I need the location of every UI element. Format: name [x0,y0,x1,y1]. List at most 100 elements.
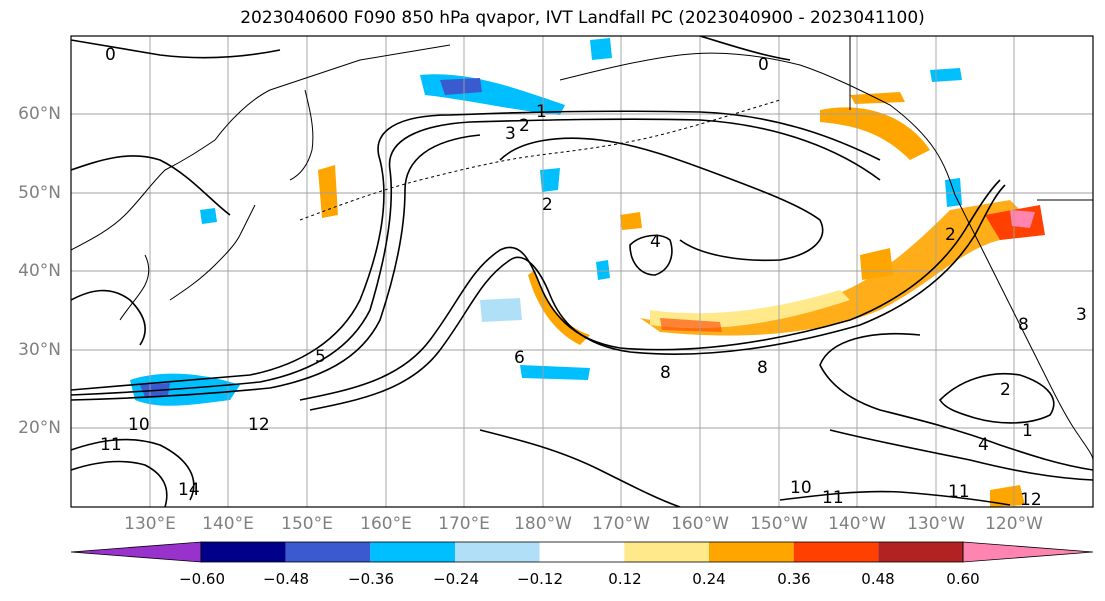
lon-label: 140°E [202,514,254,534]
shade-orange-mid [620,212,642,230]
colorbar-tick-label: 0.60 [946,570,980,588]
shade-pink-coast [1010,210,1035,228]
shade-orange-se [990,485,1025,507]
contour-line [938,372,1055,424]
colorbar-extend-min [70,541,202,563]
colorbar-tick-label: −0.48 [263,570,309,588]
contour-line [71,118,881,396]
lon-label: 130°W [907,514,965,534]
lat-label: 40°N [18,261,61,281]
contour-line [71,110,881,391]
coast-na-west [954,194,1093,461]
colorbar-bin [793,542,879,562]
contour-label: 0 [105,45,116,65]
contour-label: 8 [757,358,768,378]
lat-label: 20°N [18,418,61,438]
lon-label: 160°E [360,514,412,534]
coast-alaska [559,52,956,196]
map-border [70,35,1094,508]
lon-label: 170°E [438,514,490,534]
colorbar-tick-label: 0.48 [861,570,895,588]
contour-label: 8 [660,363,671,383]
lon-label: 140°W [828,514,886,534]
map-title: 2023040600 F090 850 hPa qvapor, IVT Land… [240,8,925,28]
shade-blue-subtrop [520,365,590,380]
coastlines [71,36,1093,461]
contour-label: 3 [1076,305,1087,325]
colorbar-tick-label: 0.24 [692,570,726,588]
qvapor-shading [130,38,1045,507]
contour-label: 11 [948,482,970,502]
contour-line [71,460,168,507]
shade-orange-front [528,270,590,345]
colorbar-tick-label: −0.36 [348,570,394,588]
contour-line [309,184,1006,411]
contour-line [499,137,824,262]
coast-aleutians [299,99,781,221]
lon-label: 180°W [514,514,572,534]
contour-line [71,438,195,501]
colorbar-outline [200,541,964,563]
contour-label: 2 [519,116,530,136]
shade-royal-bering [440,78,482,95]
coast-kamchatka [289,89,314,181]
graticule [71,36,1093,507]
lon-label: 150°E [281,514,333,534]
contour-label: 4 [978,435,989,455]
contour-labels: 0 0 1 2 3 2 2 4 5 6 8 8 10 11 12 14 10 1… [100,45,1087,510]
contour-label: 3 [505,124,516,144]
colorbar-tick-label: −0.60 [179,570,225,588]
contour-label: 6 [514,348,525,368]
contour-label: 11 [822,488,844,508]
colorbar [70,541,1094,563]
contour-label: 0 [758,55,769,75]
shade-blue-w [200,208,217,224]
shade-orange-gulf [820,107,930,160]
contours [71,36,1093,507]
colorbar-bin [455,542,540,562]
lon-label: 160°W [671,514,729,534]
contour-line [71,155,231,216]
shade-blue-wp [130,373,240,406]
contour-label: 1 [1022,421,1033,441]
colorbar-bin [878,542,963,562]
colorbar-bin [624,542,709,562]
coast-asia [71,44,451,251]
contour-label: 2 [945,225,956,245]
contour-label: 8 [1018,315,1029,335]
contour-label: 12 [248,415,270,435]
shade-orange-kam [318,165,338,218]
coast-japan [169,204,256,301]
shade-orange-sw [860,248,893,280]
colorbar-bin [539,542,625,562]
contour-label: 10 [128,415,150,435]
colorbar-bin [709,542,794,562]
colorbar-bin [285,542,371,562]
colorbar-tick-label: 0.12 [608,570,642,588]
lon-label: 120°W [985,514,1043,534]
shade-lightblue-subtrop [480,298,522,322]
contour-label: 12 [1020,490,1042,510]
colorbar-tick-label: 0.36 [777,570,811,588]
colorbar-bin [370,542,455,562]
lon-label: 170°W [592,514,650,534]
contour-label: 4 [650,232,661,252]
shade-blue-mid [540,168,560,192]
contour-label: 14 [178,480,200,500]
lon-label: 130°E [124,514,176,534]
shade-blue-ak [930,68,962,82]
lon-label: 150°W [750,514,808,534]
colorbar-tick-label: −0.12 [517,570,563,588]
contour-line [779,490,1011,506]
shade-blue-600 [596,260,610,280]
contour-line [479,429,681,507]
shade-orange-band [640,200,1040,336]
contour-label: 11 [100,435,122,455]
shade-orange-isl [660,318,722,332]
shade-blue-nw [590,38,612,60]
contour-label: 2 [542,195,553,215]
coast-korea [119,254,150,321]
contour-line [71,289,146,346]
shade-blue-coast [945,178,962,207]
